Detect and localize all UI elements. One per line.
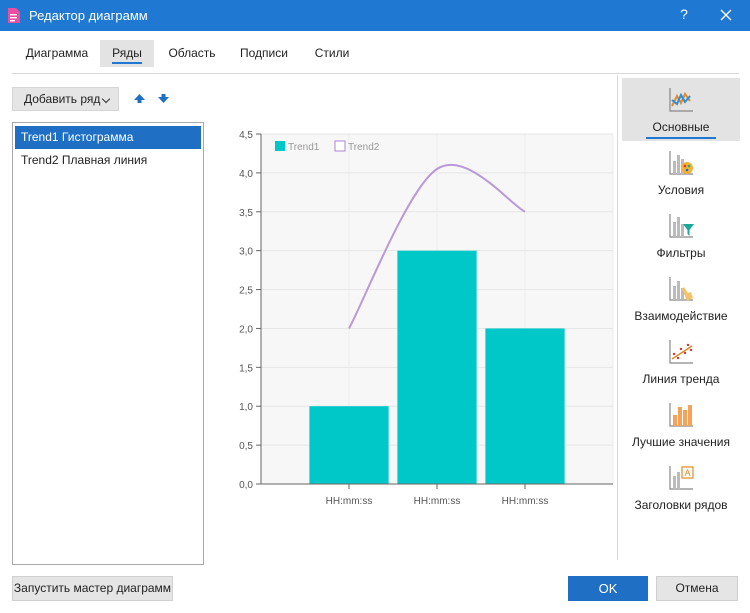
x-tick-label: HH:mm:ss bbox=[326, 496, 373, 507]
category-interaction[interactable]: Взаимодействие bbox=[622, 267, 740, 330]
category-filters[interactable]: Фильтры bbox=[622, 204, 740, 267]
category-conditions-label: Условия bbox=[657, 183, 705, 197]
category-trendline[interactable]: Линия тренда bbox=[622, 330, 740, 393]
help-button[interactable]: ? bbox=[680, 6, 688, 22]
bar bbox=[309, 406, 389, 484]
trendline-icon bbox=[669, 340, 693, 364]
y-tick-label: 0,5 bbox=[239, 441, 253, 452]
y-tick-label: 1,5 bbox=[239, 363, 253, 374]
category-trendline-label: Линия тренда bbox=[642, 372, 720, 386]
add-series-button[interactable]: Добавить ряд bbox=[12, 87, 119, 111]
chevron-down-icon bbox=[101, 94, 111, 104]
series-item-trend2[interactable]: Trend2 Плавная линия bbox=[21, 153, 148, 167]
category-top-values-label: Лучшие значения bbox=[632, 435, 730, 449]
legend-swatch bbox=[275, 141, 285, 151]
top-values-icon bbox=[669, 403, 693, 427]
arrow-up-icon[interactable] bbox=[133, 92, 146, 105]
y-tick-label: 2,5 bbox=[239, 286, 253, 297]
filter-chart-icon bbox=[669, 214, 694, 238]
tab-series[interactable]: Ряды bbox=[100, 40, 154, 67]
x-tick-label: HH:mm:ss bbox=[502, 496, 549, 507]
palette-chart-icon bbox=[669, 151, 693, 175]
title-bar: Редактор диаграмм ? bbox=[0, 0, 750, 31]
add-series-label: Добавить ряд bbox=[24, 92, 101, 106]
legend-label: Trend1 bbox=[288, 142, 320, 153]
tab-labels[interactable]: Подписи bbox=[240, 46, 288, 60]
category-filters-label: Фильтры bbox=[656, 246, 706, 260]
y-tick-label: 4,5 bbox=[239, 130, 253, 141]
line-chart-icon bbox=[669, 88, 693, 112]
category-series-titles[interactable]: A Заголовки рядов bbox=[622, 456, 740, 519]
tab-divider bbox=[12, 73, 739, 74]
window-title: Редактор диаграмм bbox=[29, 8, 148, 23]
tab-diagram[interactable]: Диаграмма bbox=[25, 46, 89, 60]
bar bbox=[485, 328, 565, 484]
series-line bbox=[348, 163, 526, 329]
y-tick-label: 1,0 bbox=[239, 402, 253, 413]
x-tick-label: HH:mm:ss bbox=[414, 496, 461, 507]
y-tick-label: 4,0 bbox=[239, 169, 253, 180]
chart-preview: 0,0 0,5 1,0 1,5 2,0 2,5 3,0 3,5 4,0 4,5 HH:mm:ss HH… bbox=[239, 130, 614, 507]
y-tick-label: 0,0 bbox=[239, 480, 253, 491]
chart-wizard-button[interactable]: Запустить мастер диаграмм bbox=[12, 576, 173, 601]
category-series-titles-label: Заголовки рядов bbox=[634, 498, 728, 512]
tab-styles[interactable]: Стили bbox=[314, 46, 350, 60]
y-tick-label: 2,0 bbox=[239, 324, 253, 335]
y-tick-label: 3,0 bbox=[239, 247, 253, 258]
series-list: Trend1 Гистограмма Trend2 Плавная линия bbox=[12, 122, 204, 565]
arrow-down-icon[interactable] bbox=[157, 92, 170, 105]
category-pane: Основные Условия Фильтры Взаимодействие bbox=[617, 75, 750, 560]
ok-button[interactable]: OK bbox=[568, 576, 648, 601]
document-icon bbox=[8, 8, 20, 23]
svg-text:A: A bbox=[684, 468, 690, 478]
tab-area[interactable]: Область bbox=[168, 46, 216, 60]
category-basic-label: Основные bbox=[622, 120, 740, 139]
legend-label: Trend2 bbox=[348, 142, 380, 153]
category-conditions[interactable]: Условия bbox=[622, 141, 740, 204]
series-titles-icon: A bbox=[669, 466, 694, 490]
bar bbox=[397, 250, 477, 484]
category-basic[interactable]: Основные bbox=[622, 78, 740, 141]
cancel-button[interactable]: Отмена bbox=[656, 576, 738, 601]
y-tick-label: 3,5 bbox=[239, 208, 253, 219]
category-interaction-label: Взаимодействие bbox=[634, 309, 728, 323]
category-top-values[interactable]: Лучшие значения bbox=[622, 393, 740, 456]
hand-chart-icon bbox=[669, 277, 693, 301]
close-icon[interactable] bbox=[717, 6, 735, 24]
legend-swatch bbox=[334, 140, 346, 152]
series-item-trend1[interactable]: Trend1 Гистограмма bbox=[15, 126, 201, 149]
